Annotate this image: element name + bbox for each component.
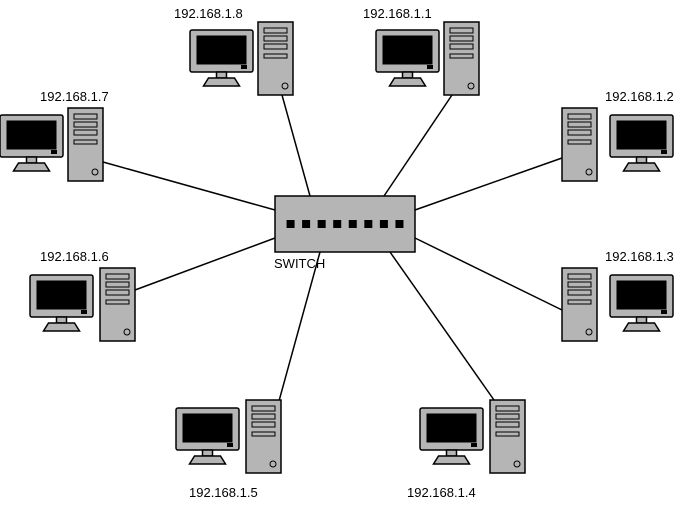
ip-label-7: 192.168.1.7 [40, 89, 109, 104]
link-node-3 [415, 238, 562, 310]
link-node-7 [103, 162, 275, 210]
link-node-4 [390, 252, 494, 400]
switch [275, 196, 415, 252]
pc-tower-8 [258, 22, 293, 95]
pc-monitor-7 [0, 115, 63, 171]
pc-monitor-2 [610, 115, 673, 171]
pc-tower-6 [100, 268, 135, 341]
network-diagram: SWITCH 192.168.1.1 192.168.1.2 192.168.1.3 1… [0, 0, 684, 513]
pc-tower-3 [562, 268, 597, 341]
link-node-5 [279, 252, 320, 401]
pc-tower-5 [246, 400, 281, 473]
link-node-2 [415, 158, 562, 210]
ip-label-8: 192.168.1.8 [174, 6, 243, 21]
pc-tower-7 [68, 108, 103, 181]
pc-tower-4 [490, 400, 525, 473]
link-node-1 [384, 95, 452, 196]
ip-label-2: 192.168.1.2 [605, 89, 674, 104]
pc-monitor-1 [376, 30, 439, 86]
pc-monitor-3 [610, 275, 673, 331]
ip-label-1: 192.168.1.1 [363, 6, 432, 21]
pc-monitor-6 [30, 275, 93, 331]
ip-label-4: 192.168.1.4 [407, 485, 476, 500]
pc-monitor-8 [190, 30, 253, 86]
ip-label-6: 192.168.1.6 [40, 249, 109, 264]
ip-label-5: 192.168.1.5 [189, 485, 258, 500]
ip-label-3: 192.168.1.3 [605, 249, 674, 264]
pc-monitor-4 [420, 408, 483, 464]
pc-monitor-5 [176, 408, 239, 464]
switch-label: SWITCH [274, 256, 325, 271]
pc-tower-2 [562, 108, 597, 181]
link-node-8 [282, 95, 310, 196]
link-node-6 [135, 238, 275, 290]
pc-tower-1 [444, 22, 479, 95]
